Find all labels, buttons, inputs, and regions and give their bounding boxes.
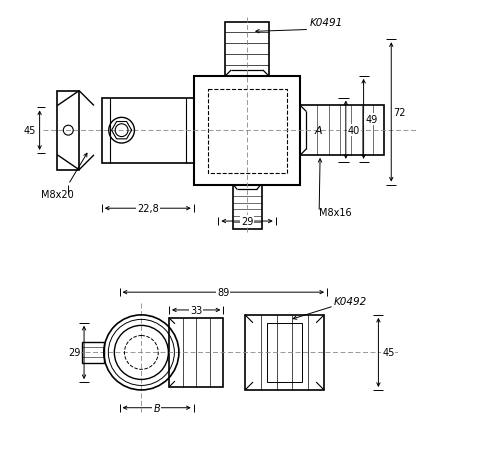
Text: 40: 40 (348, 125, 360, 135)
Bar (267, 323, 302, 382)
Text: 22,8: 22,8 (137, 204, 158, 214)
Text: 33: 33 (190, 305, 202, 315)
Text: K0491: K0491 (310, 18, 342, 28)
Text: M8x20: M8x20 (40, 190, 74, 200)
Text: 89: 89 (217, 288, 230, 298)
Text: B: B (154, 403, 160, 413)
Text: 45: 45 (382, 348, 394, 358)
Text: 49: 49 (366, 115, 378, 124)
Text: 29: 29 (68, 348, 80, 358)
Bar (300, 106, 384, 156)
Text: M8x16: M8x16 (319, 208, 352, 218)
Bar (102, 98, 194, 163)
Text: 29: 29 (241, 216, 253, 226)
Bar (208, 89, 286, 173)
Bar (245, 315, 324, 390)
Bar (58, 92, 79, 170)
Bar (226, 23, 269, 77)
Bar (233, 185, 262, 230)
Text: A: A (314, 126, 322, 136)
Text: 72: 72 (393, 108, 406, 118)
Text: K0492: K0492 (334, 296, 367, 306)
Bar (194, 77, 300, 185)
Bar (169, 318, 224, 387)
Text: 45: 45 (24, 126, 36, 136)
Bar (82, 342, 104, 364)
